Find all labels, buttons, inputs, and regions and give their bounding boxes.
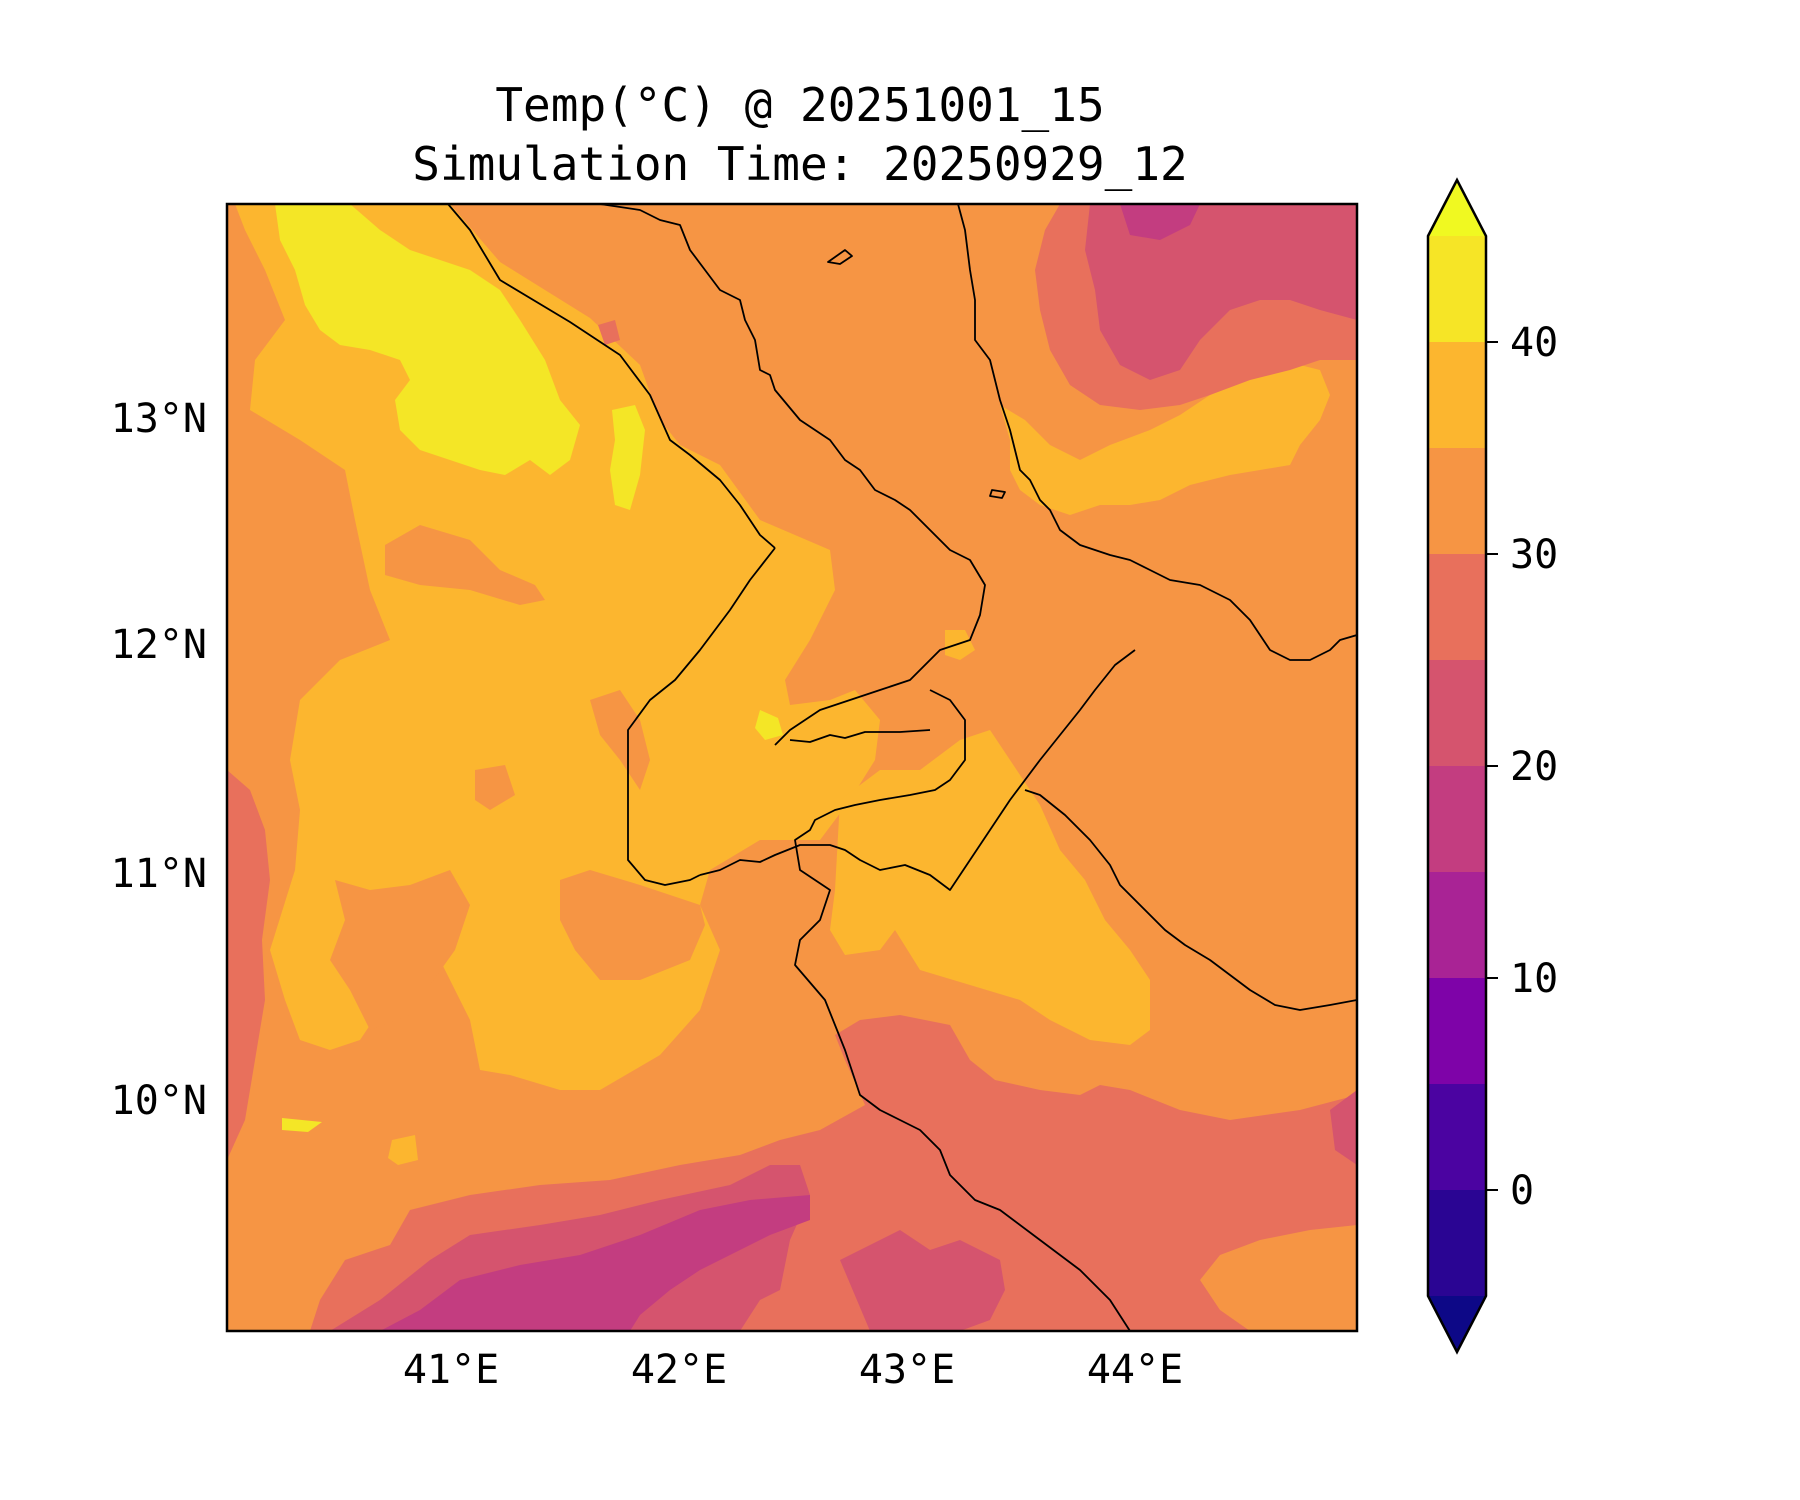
colorbar-bin	[1428, 236, 1486, 342]
colorbar-bin	[1428, 660, 1486, 766]
temp-region-35-40-west	[235, 204, 880, 1090]
temp-region-above-40-small	[755, 710, 783, 740]
temp-region-15-20-south	[380, 1195, 810, 1331]
colorbar-bin	[1428, 766, 1486, 872]
temp-region-30-35-interior-b	[330, 870, 470, 1030]
colorbar-bin	[1428, 554, 1486, 660]
dahlak-island	[827, 249, 853, 265]
colorbar-tick-label: 30	[1510, 532, 1558, 578]
temp-region-30-35-interior-a	[385, 525, 545, 605]
map-subtitle: Simulation Time: 20250929_12	[412, 137, 1188, 191]
temp-region-30-35-interior-c	[560, 870, 705, 980]
temp-region-20-25-south-b	[840, 1230, 1005, 1331]
colorbar-extend-min	[1428, 1296, 1486, 1352]
tadjoura-shore	[789, 729, 931, 743]
temp-region-35-40-patch	[945, 630, 975, 660]
colorbar-bin	[1428, 978, 1486, 1084]
lon-tick-41e: 41°E	[403, 1347, 499, 1393]
lat-tick-12n: 12°N	[111, 622, 207, 668]
colorbar-tick-label: 0	[1510, 1168, 1534, 1214]
lon-tick-44e: 44°E	[1087, 1347, 1183, 1393]
temp-region-20-25-ne	[1085, 204, 1357, 380]
djibouti-border	[627, 547, 776, 886]
coastlines-and-borders	[447, 204, 1357, 1331]
colorbar-extend-max	[1428, 180, 1486, 236]
djibouti-coast	[794, 689, 1131, 1331]
temp-region-above-40-sw	[282, 1118, 322, 1132]
colorbar-tick-label: 10	[1510, 956, 1558, 1002]
temp-region-20-25-ne-b	[1330, 1090, 1357, 1165]
yemen-coast	[957, 204, 1357, 661]
map-title: Temp(°C) @ 20251001_15	[495, 78, 1105, 132]
map-panel	[227, 204, 1357, 1331]
temp-region-above-40-nw	[275, 204, 580, 475]
temp-region-30-35-interior-e	[475, 765, 515, 810]
temp-region-35-40-east	[830, 730, 1150, 1045]
gulf-of-aden-somalia-coast	[1024, 789, 1357, 1011]
temp-region-30-35-interior-d	[590, 690, 650, 790]
colorbar-bin	[1428, 448, 1486, 554]
longitude-axis: 41°E 42°E 43°E 44°E	[403, 1347, 1183, 1393]
perim-island	[989, 489, 1006, 499]
latitude-axis: 13°N 12°N 11°N 10°N	[111, 396, 207, 1124]
colorbar-bin	[1428, 1084, 1486, 1190]
map-frame	[225, 202, 1359, 1333]
colorbar-bin	[1428, 1190, 1486, 1296]
lon-tick-43e: 43°E	[859, 1347, 955, 1393]
temp-region-25-30-spot	[598, 320, 620, 345]
red-sea-coast-africa	[599, 204, 986, 746]
colorbar-outline	[1426, 177, 1488, 1355]
ethiopia-somalia-border	[699, 649, 1136, 891]
temp-region-35-40-sw-dot	[388, 1135, 418, 1165]
eritrea-ethiopia-border	[447, 204, 776, 549]
temp-region-25-30-west	[227, 770, 270, 1160]
colorbar-tick-label: 40	[1510, 320, 1558, 366]
colorbar-bin	[1428, 872, 1486, 978]
lat-tick-10n: 10°N	[111, 1078, 207, 1124]
lon-tick-42e: 42°E	[631, 1347, 727, 1393]
temp-region-35-40-yemen	[1000, 365, 1330, 515]
lat-tick-13n: 13°N	[111, 396, 207, 442]
colorbar: 0 10 20 30 40	[1426, 177, 1558, 1355]
temp-region-above-40-patch	[610, 405, 645, 510]
lat-tick-11n: 11°N	[111, 851, 207, 897]
colorbar-tick-label: 20	[1510, 744, 1558, 790]
colorbar-bin	[1428, 342, 1486, 448]
temp-region-15-20-ne	[1120, 204, 1200, 240]
